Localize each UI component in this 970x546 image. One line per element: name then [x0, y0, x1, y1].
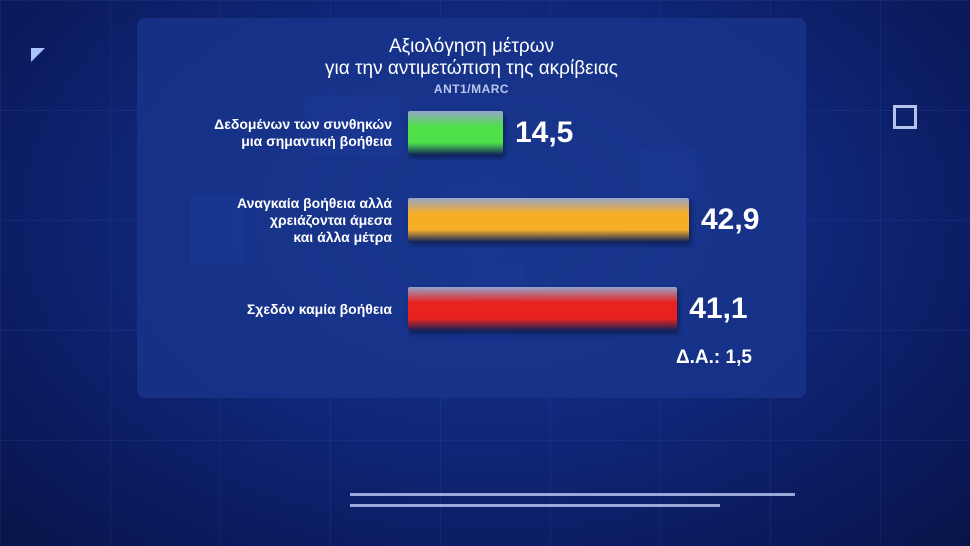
category-label: Αναγκαία βοήθεια αλλά χρειάζονται άμεσα κα… — [237, 195, 392, 246]
chart-title: Αξιολόγηση μέτρων για την αντιμετώπιση τ… — [137, 36, 806, 80]
bar — [408, 111, 503, 155]
value-label: 41,1 — [689, 292, 748, 325]
category-label-line: Σχεδόν καμία βοήθεια — [246, 300, 392, 317]
corner-triangle-icon — [31, 48, 45, 62]
chart-source: ANT1/MARC — [433, 82, 510, 96]
square-outline-icon — [893, 105, 917, 129]
value-label: 42,9 — [700, 203, 760, 236]
chart-title-line: Αξιολόγηση μέτρων — [388, 36, 555, 57]
category-label-line: Αναγκαία βοήθεια αλλά — [237, 194, 392, 211]
decorative-lines — [350, 493, 795, 515]
bar — [408, 198, 689, 242]
category-label-line: χρειάζονται άμεσα — [269, 211, 392, 228]
category-label-line: μια σημαντική βοήθεια — [241, 133, 392, 149]
value-label: 14,5 — [514, 116, 574, 149]
category-label: Σχεδόν καμία βοήθεια — [247, 301, 392, 318]
dont-know-note: Δ.Α.: 1,5 — [676, 347, 752, 368]
category-label-line: Δεδομένων των συνθηκών — [214, 116, 392, 132]
chart-title-line: για την αντιμετώπιση της ακρίβειας — [325, 58, 618, 79]
bar — [408, 287, 678, 331]
category-label: Δεδομένων των συνθηκών μια σημαντική βοήθ… — [214, 116, 392, 150]
category-label-line: και άλλα μέτρα — [293, 228, 392, 245]
